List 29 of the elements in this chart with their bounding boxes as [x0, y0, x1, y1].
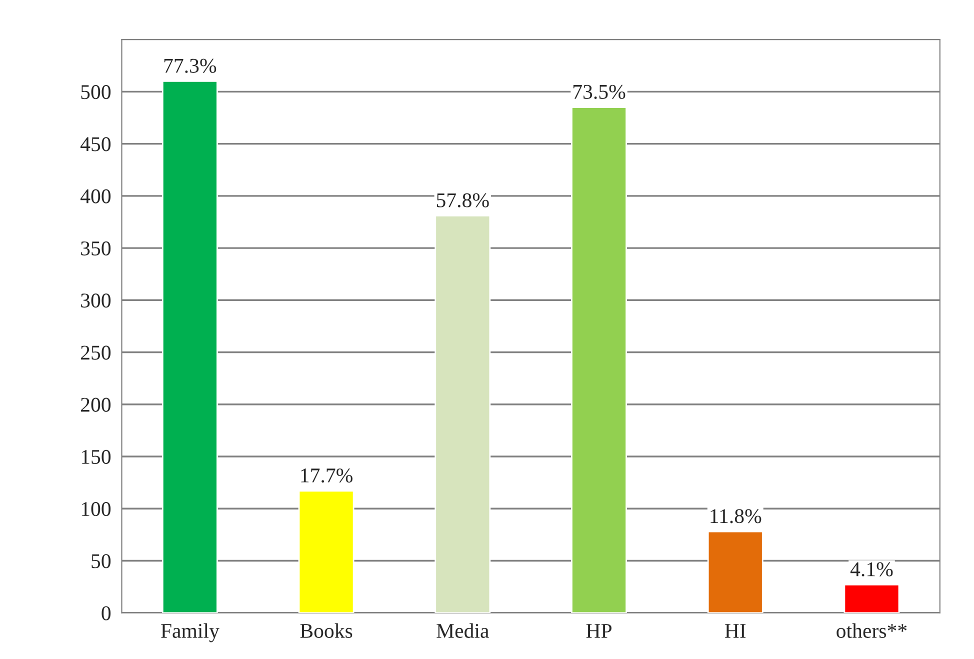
y-tick-label: 200	[81, 398, 111, 412]
x-tick-label: Family	[161, 623, 220, 642]
y-tick-label: 500	[81, 85, 111, 100]
x-tick-label: HP	[586, 624, 612, 638]
bar	[298, 490, 354, 613]
annotation: 11.8%	[710, 509, 762, 524]
y-tick-label: 300	[81, 294, 111, 308]
x-tick-label: Books	[300, 623, 352, 638]
y-tick-label: 400	[80, 189, 111, 204]
bar	[844, 584, 900, 613]
annotation: 57.8%	[436, 193, 489, 208]
bar	[571, 106, 627, 613]
y-tick-label: 150	[82, 450, 111, 464]
x-tick-label: others**	[836, 623, 907, 638]
y-tick-label: 100	[82, 502, 111, 516]
bar	[162, 80, 218, 613]
y-tick-label: 450	[80, 137, 111, 152]
y-tick-label: 250	[81, 346, 111, 360]
annotation: 73.5%	[573, 84, 626, 99]
bar	[707, 530, 764, 613]
annotation: 77.3%	[164, 58, 216, 73]
y-tick-label: 0	[102, 606, 111, 620]
y-tick-label: 350	[81, 241, 111, 256]
annotation: 4.1%	[850, 562, 893, 576]
bar	[434, 215, 491, 613]
x-tick-label: HI	[724, 624, 746, 638]
y-tick-label: 50	[92, 554, 111, 568]
annotation: 17.7%	[301, 468, 352, 483]
x-tick-label: Media	[436, 623, 489, 638]
